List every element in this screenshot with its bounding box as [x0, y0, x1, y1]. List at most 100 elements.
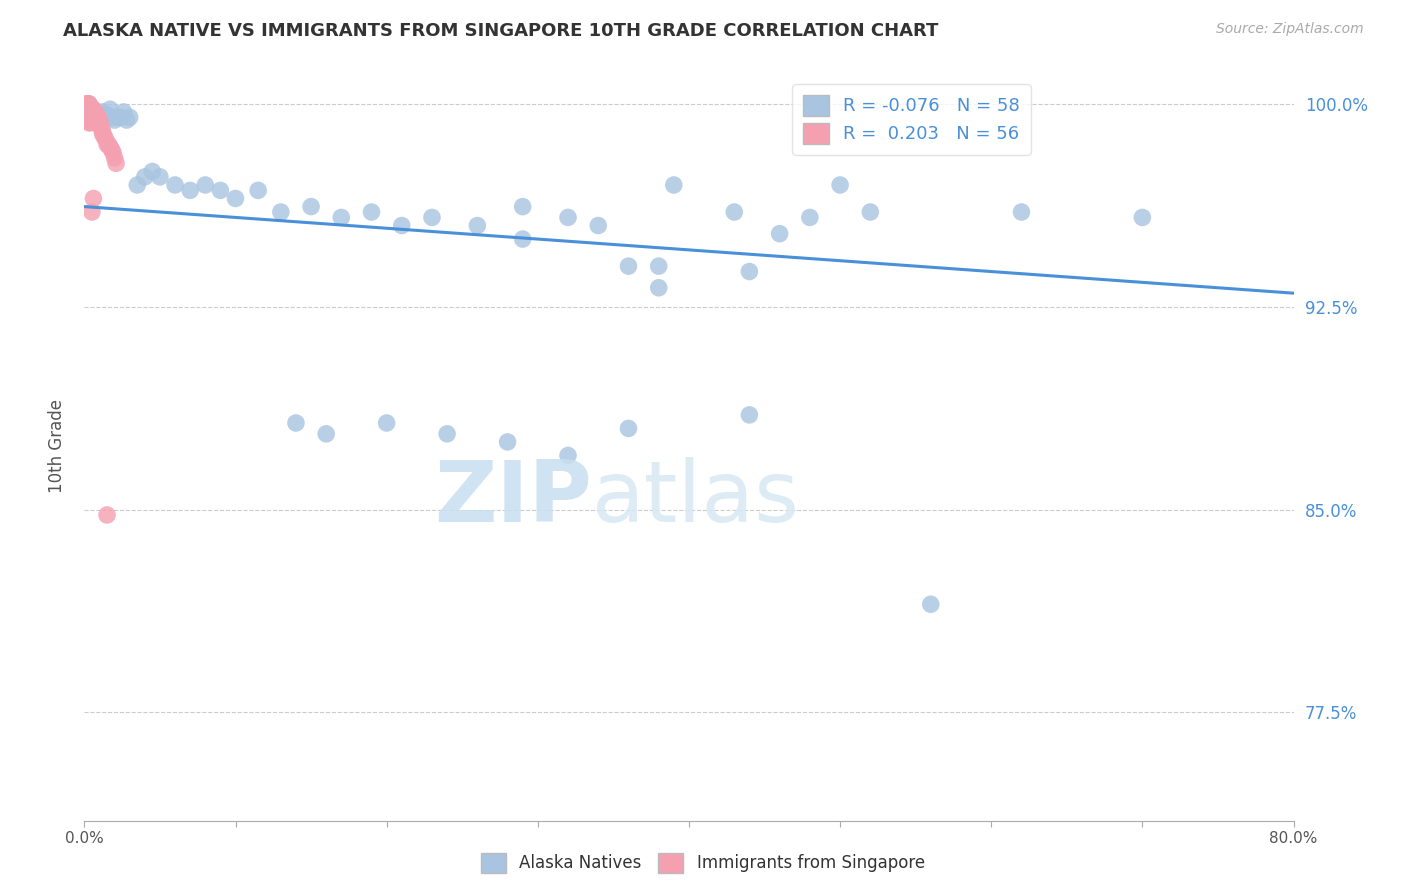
- Point: [110, 111, 132, 125]
- Point: [648, 259, 671, 273]
- Legend: Alaska Natives, Immigrants from Singapore: Alaska Natives, Immigrants from Singapor…: [474, 847, 932, 880]
- Point: [79, 116, 101, 130]
- Legend: R = -0.076   N = 58, R =  0.203   N = 56: R = -0.076 N = 58, R = 0.203 N = 56: [793, 84, 1031, 154]
- Text: Source: ZipAtlas.com: Source: ZipAtlas.com: [1216, 22, 1364, 37]
- Point: [77, 99, 100, 113]
- Point: [94, 132, 117, 146]
- Point: [127, 178, 149, 192]
- Point: [557, 211, 579, 225]
- Point: [75, 96, 97, 111]
- Point: [209, 183, 232, 197]
- Point: [77, 102, 100, 116]
- Text: atlas: atlas: [592, 457, 800, 540]
- Point: [91, 104, 114, 119]
- Point: [84, 111, 107, 125]
- Point: [77, 96, 100, 111]
- Point: [1011, 205, 1033, 219]
- Point: [859, 205, 882, 219]
- Point: [75, 104, 97, 119]
- Point: [557, 449, 579, 463]
- Point: [89, 113, 111, 128]
- Point: [82, 104, 104, 119]
- Point: [77, 113, 100, 128]
- Point: [82, 102, 104, 116]
- Point: [375, 416, 398, 430]
- Point: [104, 113, 127, 128]
- Point: [84, 104, 107, 119]
- Point: [84, 108, 107, 122]
- Point: [93, 129, 115, 144]
- Point: [79, 102, 101, 116]
- Point: [79, 111, 101, 125]
- Point: [82, 108, 104, 122]
- Point: [769, 227, 792, 241]
- Point: [91, 127, 114, 141]
- Point: [82, 192, 104, 206]
- Point: [87, 116, 110, 130]
- Point: [77, 108, 100, 122]
- Point: [738, 264, 761, 278]
- Point: [247, 183, 270, 197]
- Point: [360, 205, 382, 219]
- Point: [118, 111, 141, 125]
- Point: [76, 99, 98, 113]
- Point: [93, 111, 115, 125]
- Point: [84, 113, 107, 128]
- Point: [496, 434, 519, 449]
- Point: [76, 102, 98, 116]
- Point: [467, 219, 489, 233]
- Point: [77, 104, 100, 119]
- Point: [100, 143, 122, 157]
- Point: [79, 113, 101, 128]
- Point: [86, 108, 108, 122]
- Point: [662, 178, 685, 192]
- Point: [79, 99, 101, 113]
- Point: [97, 137, 120, 152]
- Point: [225, 192, 247, 206]
- Point: [134, 169, 156, 184]
- Point: [89, 116, 111, 130]
- Point: [96, 137, 118, 152]
- Point: [76, 108, 98, 122]
- Point: [98, 140, 121, 154]
- Point: [112, 104, 135, 119]
- Point: [77, 96, 100, 111]
- Point: [149, 169, 172, 184]
- Point: [84, 104, 107, 119]
- Point: [96, 508, 118, 522]
- Point: [89, 113, 111, 128]
- Point: [77, 111, 100, 125]
- Point: [80, 205, 103, 219]
- Point: [1130, 211, 1153, 225]
- Point: [165, 178, 187, 192]
- Point: [738, 408, 761, 422]
- Point: [75, 99, 97, 113]
- Point: [87, 111, 110, 125]
- Point: [141, 164, 163, 178]
- Point: [80, 108, 103, 122]
- Y-axis label: 10th Grade: 10th Grade: [48, 399, 66, 493]
- Point: [98, 102, 121, 116]
- Point: [285, 416, 308, 430]
- Point: [315, 426, 337, 441]
- Point: [77, 116, 100, 130]
- Point: [330, 211, 353, 225]
- Point: [799, 211, 821, 225]
- Point: [96, 108, 118, 122]
- Point: [588, 219, 610, 233]
- Point: [270, 205, 292, 219]
- Point: [648, 281, 671, 295]
- Point: [90, 119, 112, 133]
- Point: [80, 104, 103, 119]
- Point: [100, 111, 122, 125]
- Point: [830, 178, 852, 192]
- Text: ZIP: ZIP: [434, 457, 592, 540]
- Point: [86, 111, 108, 125]
- Point: [115, 113, 138, 128]
- Point: [194, 178, 217, 192]
- Point: [87, 108, 110, 122]
- Point: [617, 421, 640, 435]
- Point: [436, 426, 458, 441]
- Point: [86, 113, 108, 128]
- Point: [920, 597, 942, 611]
